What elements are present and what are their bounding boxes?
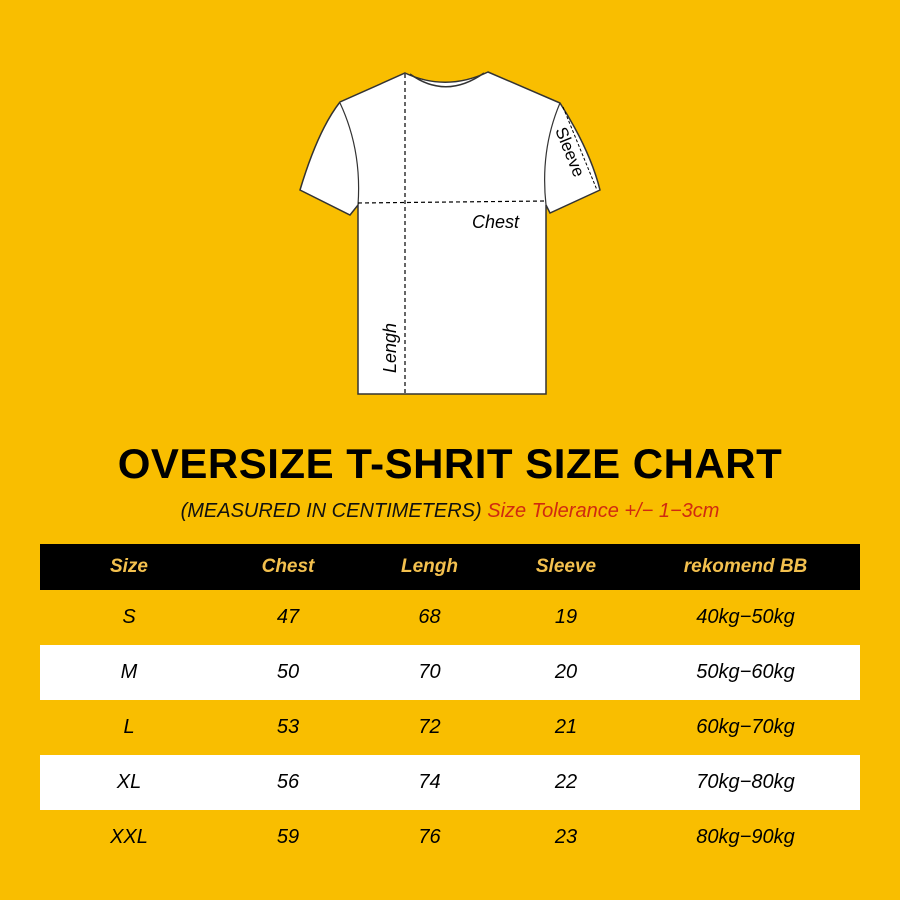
column-header: Size: [109, 556, 149, 577]
table-cell: 74: [418, 771, 441, 793]
table-cell: 76: [418, 826, 441, 848]
table-cell: 40kg−50kg: [696, 606, 795, 628]
chest-label: Chest: [472, 212, 520, 232]
table-row: S 47 68 19 40kg−50kg: [40, 590, 860, 645]
table-cell: 59: [276, 826, 300, 848]
table-cell: S: [122, 606, 136, 628]
page-title: OVERSIZE T-SHRIT SIZE CHART: [117, 440, 783, 487]
table-cell: 22: [554, 771, 578, 793]
table-cell: 60kg−70kg: [696, 716, 795, 738]
table-cell: 56: [276, 771, 300, 793]
table-cell: 23: [554, 826, 578, 848]
size-tolerance-note: Size Tolerance +/− 1−3cm: [487, 500, 720, 522]
table-cell: 70: [418, 661, 441, 683]
column-header: Sleeve: [535, 556, 597, 577]
table-cell: XXL: [110, 826, 148, 848]
column-header: Chest: [261, 556, 315, 577]
table-cell: 72: [418, 716, 441, 738]
table-cell: M: [120, 661, 138, 683]
measurement-unit-note: (MEASURED IN CENTIMETERS): [180, 500, 482, 522]
subtitle: (MEASURED IN CENTIMETERS) Size Tolerance…: [0, 500, 900, 523]
table-row: M 50 70 20 50kg−60kg: [40, 645, 860, 700]
collar: [409, 72, 485, 88]
table-cell: 80kg−90kg: [696, 826, 795, 848]
left-sleeve-seam: [339, 102, 360, 206]
table-cell: 50: [276, 661, 300, 683]
tshirt-outline: [299, 71, 601, 395]
table-cell: 20: [554, 661, 578, 683]
tshirt-diagram: Chest Lengh Sleeve: [299, 71, 601, 395]
table-cell: L: [123, 716, 135, 738]
table-row: XL 56 74 22 70kg−80kg: [40, 755, 860, 810]
table-cell: XL: [116, 771, 142, 793]
table-header-row: Size Chest Lengh Sleeve rekomend BB: [40, 544, 860, 590]
table-row: XXL 59 76 23 80kg−90kg: [40, 810, 860, 865]
chest-measure-line: [357, 200, 547, 204]
table-cell: 53: [276, 716, 300, 738]
right-sleeve-seam: [544, 102, 561, 206]
table-row: L 53 72 21 60kg−70kg: [40, 700, 860, 755]
column-header: Lengh: [401, 556, 458, 577]
table-cell: 68: [418, 606, 441, 628]
column-header: rekomend BB: [683, 556, 808, 577]
table-cell: 47: [276, 606, 300, 628]
table-cell: 21: [554, 716, 578, 738]
table-cell: 70kg−80kg: [696, 771, 795, 793]
table-cell: 50kg−60kg: [696, 661, 795, 683]
length-label: Lengh: [380, 323, 400, 373]
table-cell: 19: [554, 606, 578, 628]
size-table: Size Chest Lengh Sleeve rekomend BB S 47 68 19 4…: [40, 544, 860, 865]
